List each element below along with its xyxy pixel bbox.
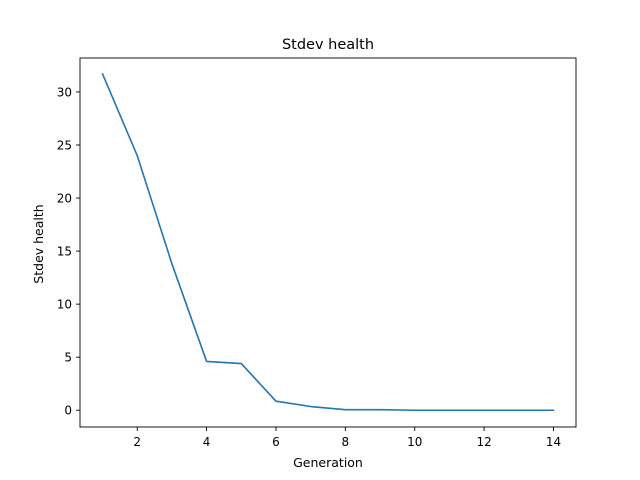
x-axis-label: Generation [293,455,363,470]
x-tick-label: 8 [342,435,350,449]
y-tick-label: 30 [57,85,72,99]
series-line-0 [101,72,555,412]
y-tick-label: 15 [57,245,72,259]
x-tick-label: 6 [272,435,280,449]
y-tick-label: 20 [57,192,72,206]
y-axis-label: Stdev health [31,204,46,283]
y-tick-label: 0 [64,404,72,418]
x-tick-label: 12 [476,435,491,449]
axes-frame [79,57,577,428]
x-tick-label: 4 [203,435,211,449]
plot-area: 2 4 6 8 10 12 14 0 5 10 15 20 25 30 [57,57,577,449]
x-tick-label: 2 [133,435,141,449]
y-tick-label: 25 [57,138,72,152]
y-tick-label: 10 [57,298,72,312]
x-tick-label: 10 [407,435,422,449]
x-tick-label: 14 [546,435,561,449]
chart-title: Stdev health [282,37,374,53]
y-tick-label: 5 [64,351,72,365]
